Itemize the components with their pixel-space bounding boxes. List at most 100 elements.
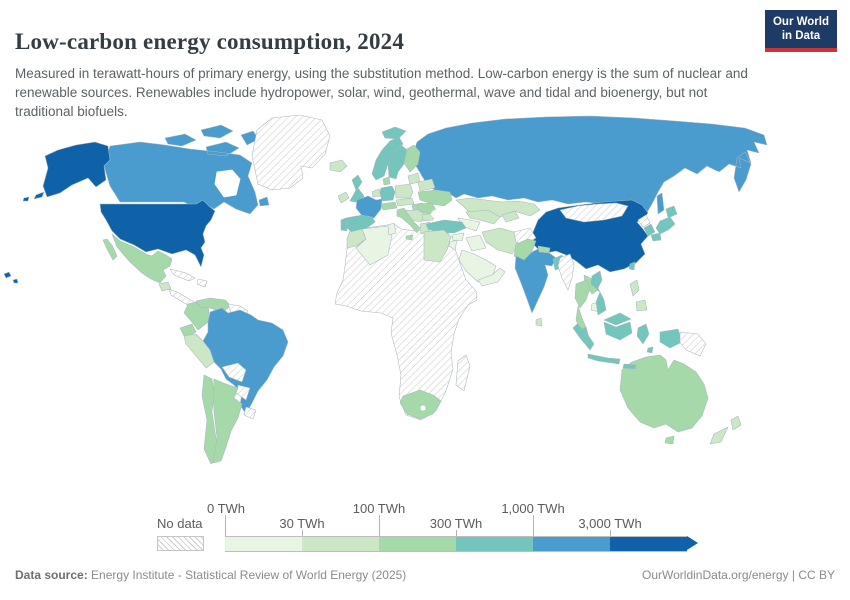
legend-no-data-label: No data <box>157 516 203 531</box>
country-uruguay[interactable] <box>243 406 257 420</box>
hudson-bay <box>214 169 241 198</box>
country-sweden[interactable] <box>387 144 408 180</box>
country-indonesia[interactable] <box>572 321 683 370</box>
legend-tick-mark <box>456 530 457 536</box>
legend-tick-label-30: 30 TWh <box>279 516 325 531</box>
region-jordan-israel[interactable] <box>448 239 458 251</box>
country-guatemala[interactable] <box>158 281 172 292</box>
region-yemen-oman[interactable] <box>477 267 506 287</box>
country-iceland[interactable] <box>329 159 348 173</box>
country-united-kingdom[interactable] <box>349 174 365 204</box>
country-australia[interactable] <box>619 354 709 445</box>
country-ecuador[interactable] <box>179 323 197 339</box>
country-mongolia[interactable] <box>559 202 629 223</box>
country-spain[interactable] <box>345 214 376 233</box>
country-finland[interactable] <box>403 144 421 173</box>
legend-tick-label-0: 0 TWh <box>206 501 246 516</box>
region-switzerland-austria[interactable] <box>380 201 398 211</box>
country-italy[interactable] <box>396 207 421 241</box>
region-uzbekistan-kyrgyzstan[interactable] <box>465 209 520 225</box>
chart-subtitle: Measured in terawatt-hours of primary en… <box>15 65 748 119</box>
legend-bucket-0-30[interactable] <box>225 536 302 552</box>
country-nepal[interactable] <box>537 245 551 254</box>
country-syria[interactable] <box>451 232 465 242</box>
country-iran[interactable] <box>481 227 519 255</box>
country-south-korea[interactable] <box>643 223 656 237</box>
country-belarus[interactable] <box>417 178 436 192</box>
world-map-container <box>0 108 850 498</box>
country-france[interactable] <box>355 195 383 219</box>
country-sri-lanka[interactable] <box>535 317 543 327</box>
footer-link-license[interactable]: OurWorldinData.org/energy | CC BY <box>642 568 835 582</box>
legend-color-bar <box>225 536 687 552</box>
data-source-value: Energy Institute - Statistical Review of… <box>91 568 407 582</box>
legend-tick-label-300: 300 TWh <box>429 516 483 531</box>
legend-bucket-3000-plus[interactable] <box>610 536 687 552</box>
country-north-korea[interactable] <box>637 214 651 228</box>
country-myanmar[interactable] <box>557 253 575 291</box>
country-mexico[interactable] <box>102 233 173 284</box>
region-svalbard[interactable] <box>381 126 407 140</box>
legend-tick-label-100: 100 TWh <box>352 501 406 516</box>
legend-bucket-1000-3000[interactable] <box>533 536 610 552</box>
country-united-states[interactable] <box>3 141 216 284</box>
country-ireland[interactable] <box>337 191 350 204</box>
country-philippines[interactable] <box>629 279 648 312</box>
data-source-prefix: Data source: <box>15 568 88 582</box>
country-india[interactable] <box>514 247 557 314</box>
legend-bucket-30-100[interactable] <box>302 536 379 552</box>
map-legend: No data 0 TWh 100 TWh 1,000 TWh 30 TWh 3… <box>0 500 850 558</box>
legend-bucket-300-1000[interactable] <box>456 536 533 552</box>
country-madagascar[interactable] <box>455 354 471 392</box>
country-new-zealand[interactable] <box>709 415 742 445</box>
country-denmark[interactable] <box>382 176 391 186</box>
country-norway[interactable] <box>371 136 404 181</box>
legend-tick-mark <box>533 515 534 536</box>
country-vietnam[interactable] <box>590 270 607 316</box>
country-south-africa[interactable] <box>399 389 442 420</box>
country-bulgaria[interactable] <box>421 212 435 222</box>
data-source-text: Data source: Energy Institute - Statisti… <box>15 568 406 582</box>
legend-bar-arrow <box>687 536 698 550</box>
legend-tick-mark <box>302 530 303 536</box>
country-papua-new-guinea[interactable] <box>679 331 707 357</box>
country-ukraine[interactable] <box>417 189 453 207</box>
legend-tick-label-3000: 3,000 TWh <box>578 516 642 531</box>
page-title: Low-carbon energy consumption, 2024 <box>15 29 405 55</box>
country-egypt[interactable] <box>423 229 452 263</box>
region-benelux[interactable] <box>371 188 382 198</box>
country-pakistan[interactable] <box>513 238 537 261</box>
legend-tick-label-1000: 1,000 TWh <box>501 501 565 516</box>
country-tunisia[interactable] <box>387 222 397 236</box>
country-portugal[interactable] <box>340 217 348 232</box>
owid-logo-line1: Our World <box>772 16 829 28</box>
chart-footer: Data source: Energy Institute - Statisti… <box>15 568 835 582</box>
owid-logo-line2: in Data <box>781 29 821 42</box>
country-iraq[interactable] <box>465 234 487 252</box>
lesotho <box>420 405 426 411</box>
region-africa-no-data[interactable] <box>334 223 478 421</box>
country-greenland[interactable] <box>251 114 331 191</box>
country-poland[interactable] <box>394 183 414 199</box>
world-map[interactable] <box>0 108 850 498</box>
region-caribbean[interactable] <box>169 268 208 288</box>
region-czechia-slovakia[interactable] <box>395 197 415 207</box>
country-germany[interactable] <box>379 185 396 202</box>
owid-logo[interactable]: Our World in Data <box>765 10 837 53</box>
country-peru[interactable] <box>183 333 215 369</box>
country-argentina[interactable] <box>212 378 243 464</box>
country-bolivia[interactable] <box>221 362 247 383</box>
legend-tick-mark <box>225 515 226 550</box>
country-japan[interactable] <box>650 205 678 242</box>
legend-tick-mark <box>379 515 380 536</box>
legend-bucket-100-300[interactable] <box>379 536 456 552</box>
country-russia[interactable] <box>412 115 768 215</box>
country-canada[interactable] <box>103 124 270 215</box>
sea-of-okhotsk <box>694 170 730 198</box>
black-sea <box>431 209 449 219</box>
country-turkey[interactable] <box>425 219 467 234</box>
legend-no-data-swatch[interactable] <box>157 536 204 551</box>
country-taiwan[interactable] <box>628 261 636 271</box>
legend-tick-mark <box>610 530 611 536</box>
